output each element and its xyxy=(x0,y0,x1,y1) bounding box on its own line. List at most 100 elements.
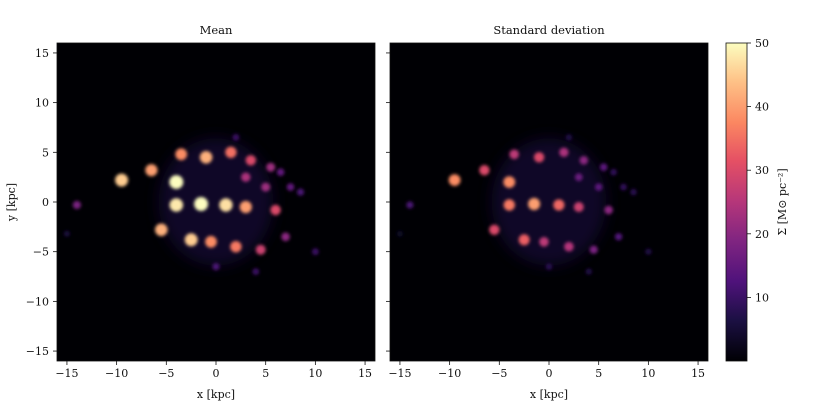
std-feature-12 xyxy=(604,205,613,215)
std-feature-4 xyxy=(533,152,545,163)
std-disk-glow xyxy=(491,138,607,266)
mean-feature-5 xyxy=(225,146,237,158)
mean-ytick-label-5: 5 xyxy=(42,146,49,159)
std-feature-17 xyxy=(589,245,598,254)
y-axis-label: y [kpc] xyxy=(5,183,18,222)
colorbar-tick-label-20: 20 xyxy=(755,228,769,241)
std-feature-22 xyxy=(610,168,617,176)
mean-feature-12 xyxy=(270,204,281,216)
mean-feature-22 xyxy=(276,168,285,176)
std-feature-10 xyxy=(553,199,565,211)
std-feature-5 xyxy=(559,147,569,157)
mean-feature-10 xyxy=(219,198,233,212)
mean-heatmap-features xyxy=(63,134,319,275)
std-feature-26 xyxy=(630,188,637,196)
colorbar-gradient xyxy=(725,42,748,362)
mean-feature-9 xyxy=(194,197,209,211)
mean-xtick-label--15: −15 xyxy=(55,367,78,380)
colorbar-tick-label-10: 10 xyxy=(755,291,769,304)
std-x-axis-label: x [kpc] xyxy=(530,388,568,401)
mean-feature-8 xyxy=(169,198,184,212)
mean-feature-3 xyxy=(175,148,188,161)
std-x-axis: −15 −10 −5 0 5 10 15 xyxy=(388,361,705,380)
mean-feature-6 xyxy=(245,155,256,166)
mean-feature-4 xyxy=(199,151,213,164)
std-feature-21 xyxy=(620,183,627,191)
mean-xtick-label-0: 0 xyxy=(213,367,220,380)
std-feature-19 xyxy=(574,173,583,182)
mean-disk-glow xyxy=(158,138,274,266)
std-xtick-label-0: 0 xyxy=(546,367,553,380)
colorbar-label: Σ [M⊙ pc⁻²] xyxy=(776,168,789,235)
mean-ytick-label--15: −15 xyxy=(26,345,49,358)
std-feature-0 xyxy=(448,174,461,187)
std-feature-11 xyxy=(573,202,584,212)
std-feature-24 xyxy=(397,230,403,237)
mean-feature-11 xyxy=(239,200,252,214)
mean-y-axis: −15 −10 −5 0 5 10 15 xyxy=(26,47,57,358)
mean-panel-title: Mean xyxy=(200,23,233,37)
mean-xtick-label-15: 15 xyxy=(358,367,372,380)
std-feature-18 xyxy=(614,233,623,241)
mean-feature-29 xyxy=(252,268,260,275)
std-xtick-label--5: −5 xyxy=(491,367,507,380)
mean-ytick-label-15: 15 xyxy=(35,47,49,60)
std-feature-20 xyxy=(594,183,603,191)
mean-feature-2 xyxy=(169,175,184,190)
mean-ytick-label--5: −5 xyxy=(33,246,49,259)
std-feature-9 xyxy=(528,197,541,211)
std-feature-8 xyxy=(503,199,515,211)
mean-feature-25 xyxy=(312,248,319,256)
mean-xtick-label-5: 5 xyxy=(262,367,269,380)
mean-feature-7 xyxy=(266,162,276,172)
colorbar-tick-label-30: 30 xyxy=(755,164,769,177)
mean-feature-27 xyxy=(212,263,220,271)
colorbar-tick-label-50: 50 xyxy=(755,37,769,50)
mean-feature-1 xyxy=(145,164,158,177)
mean-feature-21 xyxy=(286,183,295,191)
std-feature-2 xyxy=(503,176,516,189)
std-feature-7 xyxy=(599,163,608,171)
mean-xtick-label--10: −10 xyxy=(105,367,128,380)
mean-feature-14 xyxy=(184,233,198,247)
mean-feature-23 xyxy=(72,200,81,210)
mean-feature-24 xyxy=(63,230,70,237)
std-feature-29 xyxy=(585,268,592,275)
std-heatmap-features xyxy=(397,134,652,275)
colorbar-ticks: 10 20 30 40 50 xyxy=(747,37,769,304)
mean-feature-13 xyxy=(155,223,168,237)
std-feature-1 xyxy=(479,165,490,176)
mean-ytick-label-10: 10 xyxy=(35,97,49,110)
mean-ytick-label--10: −10 xyxy=(26,295,49,308)
std-xtick-label--15: −15 xyxy=(388,367,411,380)
mean-ytick-label-0: 0 xyxy=(42,196,49,209)
std-feature-27 xyxy=(545,263,553,270)
mean-x-axis-label: x [kpc] xyxy=(197,388,235,401)
mean-xtick-label--5: −5 xyxy=(158,367,174,380)
std-feature-28 xyxy=(565,134,573,141)
mean-feature-18 xyxy=(281,232,290,242)
mean-feature-16 xyxy=(230,241,242,253)
std-xtick-label--10: −10 xyxy=(438,367,461,380)
std-xtick-label-5: 5 xyxy=(595,367,602,380)
mean-feature-28 xyxy=(232,134,240,141)
std-y-axis xyxy=(386,52,390,352)
mean-panel: Mean −15 −10 −5 0 5 10 15 −15 −10 −5 0 5 10 15 x [kp… xyxy=(5,23,376,401)
colorbar: 10 20 30 40 50 Σ [M⊙ pc⁻²] xyxy=(725,37,789,362)
mean-feature-26 xyxy=(296,188,305,196)
std-xtick-label-10: 10 xyxy=(641,367,655,380)
mean-feature-17 xyxy=(255,244,266,255)
std-panel: Standard deviation −15 −10 −5 0 5 10 15 x [kpc… xyxy=(386,23,709,401)
std-feature-15 xyxy=(539,237,549,247)
mean-feature-0 xyxy=(115,173,129,187)
std-feature-3 xyxy=(509,149,519,160)
std-feature-16 xyxy=(564,241,574,252)
colorbar-tick-label-40: 40 xyxy=(755,101,769,114)
mean-x-axis: −15 −10 −5 0 5 10 15 xyxy=(55,361,372,380)
std-xtick-label-15: 15 xyxy=(691,367,705,380)
mean-feature-15 xyxy=(205,235,217,248)
std-feature-25 xyxy=(645,248,652,255)
std-feature-14 xyxy=(518,234,530,246)
std-panel-title: Standard deviation xyxy=(493,23,605,37)
